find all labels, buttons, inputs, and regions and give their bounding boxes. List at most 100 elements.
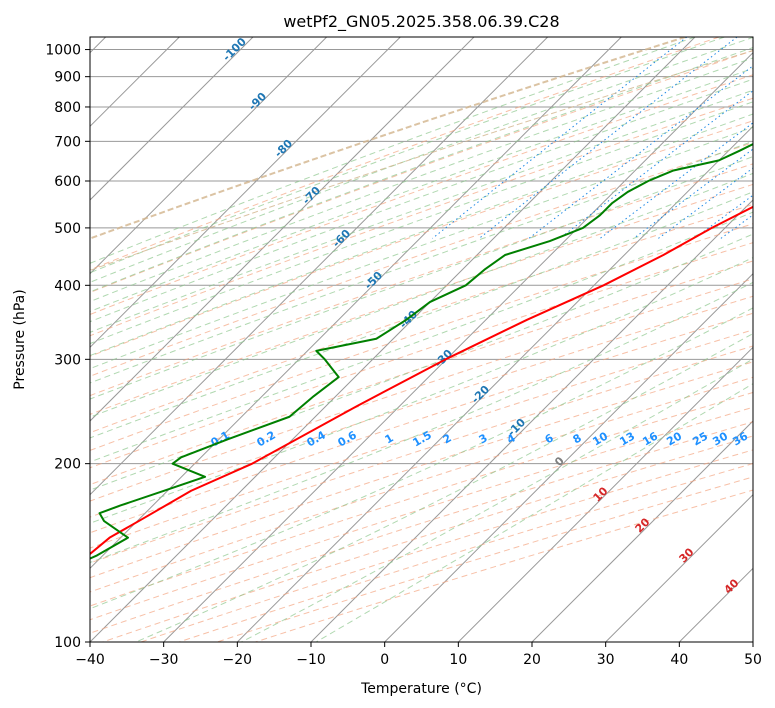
x-tick-label: −20	[223, 652, 253, 668]
moist-adiabat-line	[241, 358, 753, 642]
mixing-ratio-label: 30	[710, 429, 730, 448]
saturation-curve-line	[90, 49, 753, 271]
moist-adiabat-line	[90, 156, 753, 400]
moist-adiabat-label: 10	[591, 484, 611, 504]
dry-adiabat-line	[102, 435, 753, 642]
reference-line-labels: -100-90-80-70-60-50-40-30-20-100.1 0.2 0.4…	[209, 37, 751, 597]
dry-adiabat-label: -30	[432, 347, 455, 370]
dry-adiabat-line	[90, 97, 753, 337]
dry-adiabat-line	[90, 312, 753, 534]
isotherm-line	[605, 493, 753, 642]
dry-adiabat-label: -80	[272, 137, 295, 160]
x-axis-label: Temperature (°C)	[360, 681, 482, 697]
dewpoint-profile-line	[90, 142, 753, 560]
moist-adiabat-line	[90, 57, 753, 303]
mixing-ratio-label: 16	[640, 429, 660, 448]
mixing-ratio-label: 25	[690, 430, 710, 449]
mixing-ratio-label: 0.2	[255, 428, 278, 449]
dry-adiabat-line	[90, 163, 753, 397]
mixing-ratio-line	[658, 167, 753, 239]
isotherm-line	[678, 567, 753, 642]
x-tick-label: 40	[670, 652, 688, 668]
dry-adiabat-line	[90, 278, 753, 502]
moist-adiabat-line	[90, 89, 753, 333]
moist-adiabat-line	[90, 113, 753, 357]
isotherm-line	[90, 37, 696, 642]
saturation-curve	[90, 37, 753, 271]
x-tick-label: 20	[523, 652, 541, 668]
mixing-ratio-label: 36	[730, 429, 750, 448]
moist-adiabat-line	[90, 172, 753, 418]
axes: −40 −30 −20 −10 0 10 20 30 40 50 1000 900 800 700 600 5…	[45, 43, 762, 668]
mixing-ratio-line	[694, 194, 753, 239]
y-tick-label: 500	[54, 221, 81, 237]
dry-adiabat-line	[90, 242, 753, 469]
isotherm-line	[236, 125, 753, 642]
dry-adiabat-line	[90, 203, 753, 434]
isotherm-line	[457, 346, 753, 642]
moist-adiabat-line	[90, 191, 753, 439]
mixing-ratio-label: 20	[664, 429, 684, 448]
isotherm-line	[531, 420, 753, 642]
moist-adiabat-label: 30	[677, 545, 697, 565]
dry-adiabat-line	[90, 295, 753, 518]
dry-adiabat-line	[90, 329, 753, 549]
isotherm-line	[90, 37, 401, 349]
moist-adiabat-line	[90, 233, 753, 491]
y-tick-label: 400	[54, 278, 81, 294]
x-tick-label: 30	[597, 652, 615, 668]
dry-adiabat-line	[90, 260, 753, 486]
temperature-profile-line	[90, 205, 753, 556]
dry-adiabat-line	[90, 142, 753, 377]
moist-adiabats	[90, 37, 753, 642]
x-tick-label: 10	[449, 652, 467, 668]
isotherm-line	[90, 37, 475, 422]
moist-adiabat-line	[90, 257, 753, 524]
dry-adiabat-line	[90, 391, 753, 607]
dry-adiabat-line	[90, 74, 753, 316]
y-tick-label: 1000	[45, 43, 81, 59]
moist-adiabat-line	[90, 126, 753, 370]
dry-adiabat-label: -60	[330, 227, 353, 250]
isotherm-line	[310, 199, 753, 642]
isotherm-line	[384, 272, 753, 642]
moist-adiabat-line	[90, 211, 753, 463]
isotherm-line	[90, 37, 328, 275]
moist-adiabat-line	[90, 140, 753, 384]
y-tick-label: 200	[54, 457, 81, 473]
mixing-ratio-label: 6	[543, 431, 556, 446]
y-tick-label: 100	[54, 635, 81, 651]
mixing-ratio-label: 10	[590, 429, 610, 448]
dry-adiabat-line	[90, 345, 753, 564]
dry-adiabat-label: -20	[469, 383, 492, 406]
x-tick-label: 0	[380, 652, 389, 668]
mixing-ratio-label: 0.6	[336, 428, 360, 449]
sounding-profiles	[90, 142, 753, 560]
isotherm-line	[90, 37, 254, 201]
moist-adiabat-line	[315, 383, 753, 642]
moist-adiabat-label: 40	[722, 576, 742, 596]
isotherm-line	[90, 37, 622, 570]
dry-adiabats	[90, 37, 753, 642]
chart-title: wetPf2_GN05.2025.358.06.39.C28	[283, 12, 559, 32]
dry-adiabat-label: -90	[246, 90, 269, 113]
mixing-ratio-label: 0.4	[305, 428, 329, 449]
x-tick-label: −30	[149, 652, 179, 668]
y-tick-label: 600	[54, 174, 81, 190]
dry-adiabat-line	[90, 361, 753, 579]
moist-adiabat-line	[90, 37, 725, 274]
mixing-ratio-label: 1	[383, 431, 396, 446]
isotherm-line	[163, 51, 753, 642]
mixing-ratio-lines	[432, 37, 775, 239]
mixing-ratio-label: 13	[617, 430, 637, 449]
mixing-ratio-line	[760, 37, 775, 238]
dry-adiabat-line	[90, 223, 753, 451]
mixing-ratio-line	[478, 37, 738, 239]
dry-adiabat-line	[90, 376, 753, 593]
x-tick-label: −10	[296, 652, 326, 668]
isotherm-line	[90, 37, 549, 496]
y-axis-label: Pressure (hPa)	[12, 289, 28, 389]
saturation-curve-line	[90, 37, 686, 240]
plot-frame	[89, 36, 754, 643]
